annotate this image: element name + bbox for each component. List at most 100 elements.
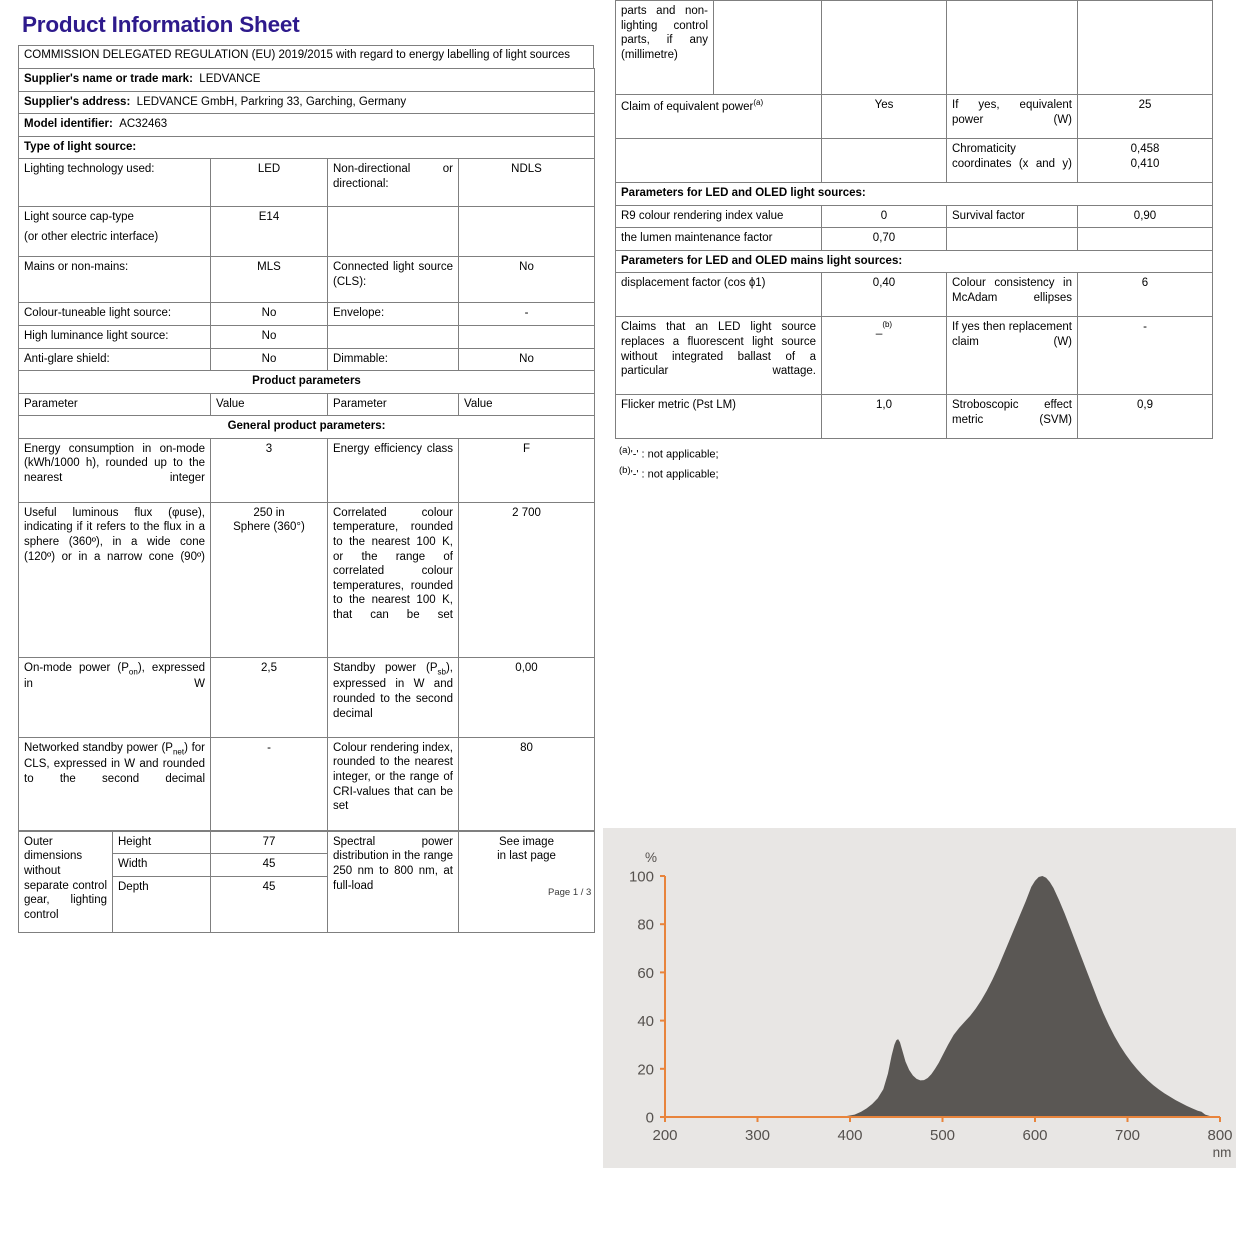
table-row: Chromaticity coordinates (x and y) 0,458…	[615, 138, 1213, 183]
type-of-light-source-header: Type of light source:	[18, 135, 595, 160]
chromaticity-coordinates-value: 0,458 0,410	[1077, 138, 1213, 183]
x-axis-tick-label: 500	[930, 1127, 955, 1144]
footnotes-block: (a)'-' : not applicable; (b)'-' : not ap…	[619, 444, 1212, 483]
column-header-value-2: Value	[458, 392, 595, 417]
column-header-value-1: Value	[210, 392, 328, 417]
continued-parameters-table: parts and non-lighting control parts, if…	[615, 0, 1213, 440]
lumen-maintenance-value: 0,70	[821, 227, 947, 251]
outer-dimension-value-width: 45	[210, 853, 328, 878]
on-mode-power-label: On-mode power (Pon), expressed in W	[18, 656, 211, 738]
spectral-power-distribution-label: Spectral power distribution in the range…	[327, 830, 459, 934]
footnote-b-text: '-' : not applicable;	[630, 468, 719, 481]
equivalent-power-label: Claim of equivalent power(a)	[615, 94, 822, 139]
supplier-name-cell: Supplier's name or trade mark: LEDVANCE	[18, 67, 595, 92]
outer-dimensions-label: Outer dimensions without separate contro…	[18, 830, 113, 934]
outer-dimensions-continued-empty-1	[713, 0, 822, 95]
regulation-text: COMMISSION DELEGATED REGULATION (EU) 201…	[24, 49, 571, 61]
supplier-address-label: Supplier's address:	[24, 95, 131, 108]
r9-label: R9 colour rendering index value	[615, 204, 822, 229]
x-axis-tick-label: 300	[745, 1127, 770, 1144]
y-axis-tick-label: 40	[637, 1013, 654, 1030]
left-column: Product Information Sheet COMMISSION DEL…	[18, 8, 595, 934]
spectral-value-line2: in last page	[497, 850, 556, 863]
outer-dimensions-label-continued: parts and non-lighting control parts, if…	[615, 0, 714, 95]
lumen-maintenance-label: the lumen maintenance factor	[615, 227, 822, 251]
mains-banner: Parameters for LED and OLED mains light …	[615, 249, 1213, 274]
chromaticity-empty-value	[821, 138, 947, 183]
cap-type-empty-label	[327, 206, 459, 258]
useful-luminous-flux-value-line1: 250 in	[253, 506, 285, 519]
supplier-address-value: LEDVANCE GmbH, Parkring 33, Garching, Ge…	[136, 95, 407, 108]
model-identifier-label: Model identifier:	[24, 118, 113, 131]
fluorescent-replacement-value-text: _	[875, 323, 883, 336]
colour-tuneable-value: No	[210, 302, 328, 326]
y-axis-unit-label: %	[645, 850, 657, 865]
table-row: Product parameters	[18, 370, 595, 394]
colour-consistency-value: 6	[1077, 272, 1213, 318]
model-identifier-value: AC32463	[119, 118, 168, 131]
spectral-value-line1: See image	[499, 835, 554, 848]
r9-value: 0	[821, 204, 947, 229]
footnote-b-mark: (b)	[619, 465, 631, 477]
on-mode-power-value: 2,5	[210, 656, 328, 738]
displacement-factor-value: 0,40	[821, 272, 947, 318]
mains-value: MLS	[210, 256, 328, 304]
stroboscopic-effect-label: Stroboscopic effect metric (SVM)	[946, 394, 1078, 440]
table-row: Depth 45	[19, 876, 595, 934]
directionality-value: NDLS	[458, 158, 595, 208]
correlated-colour-temperature-value: 2 700	[458, 501, 595, 658]
outer-dimensions-continued-empty-4	[1077, 0, 1213, 95]
if-yes-equivalent-power-value: 25	[1077, 94, 1213, 139]
table-row: Flicker metric (Pst LM) 1,0 Stroboscopic…	[615, 394, 1213, 440]
colour-consistency-label: Colour consistency in McAdam ellipses	[946, 272, 1078, 318]
table-row: Supplier's name or trade mark: LEDVANCE	[18, 67, 595, 92]
energy-consumption-label: Energy consumption in on-mode (kWh/1000 …	[18, 437, 211, 503]
correlated-colour-temperature-label: Correlated colour temperature, rounded t…	[327, 501, 459, 658]
table-row: Outer dimensions without separate contro…	[18, 830, 595, 934]
anti-glare-label: Anti-glare shield:	[18, 347, 211, 372]
replacement-claim-value: -	[1077, 316, 1213, 396]
networked-standby-power-label: Networked standby power (Pnet) for CLS, …	[18, 736, 211, 831]
chromaticity-coordinates-label: Chromaticity coordinates (x and y)	[946, 138, 1078, 183]
high-luminance-empty-value	[458, 324, 595, 349]
standby-power-label: Standby power (Psb), expressed in W and …	[327, 656, 459, 738]
y-axis-tick-label: 100	[629, 869, 654, 886]
x-axis-tick-label: 700	[1115, 1127, 1140, 1144]
outer-dimension-name-height: Height	[112, 830, 211, 855]
spectral-curve-area	[665, 876, 1220, 1117]
table-row: Claim of equivalent power(a) Yes If yes,…	[615, 94, 1213, 139]
outer-dimension-name-width: Width	[112, 853, 211, 878]
lumen-maintenance-empty-label	[946, 227, 1078, 251]
if-yes-equivalent-power-label: If yes, equivalent power (W)	[946, 94, 1078, 139]
lighting-technology-label: Lighting technology used:	[18, 158, 211, 208]
spectral-power-distribution-value: See image in last page	[458, 830, 595, 934]
flicker-metric-label: Flicker metric (Pst LM)	[615, 394, 822, 440]
useful-luminous-flux-label: Useful luminous flux (φuse), indicating …	[18, 501, 211, 658]
equivalent-power-value: Yes	[821, 94, 947, 139]
table-row: parts and non-lighting control parts, if…	[615, 0, 1213, 95]
table-row: On-mode power (Pon), expressed in W 2,5 …	[18, 656, 595, 738]
table-row: Light source cap-type (or other electric…	[18, 206, 595, 258]
cap-type-label-line2: (or other electric interface)	[24, 230, 159, 243]
fluorescent-replacement-value: _(b)	[821, 316, 947, 396]
replacement-claim-label: If yes then replacement claim (W)	[946, 316, 1078, 396]
x-axis-tick-label: 200	[652, 1127, 677, 1144]
table-row: Supplier's address: LEDVANCE GmbH, Parkr…	[18, 90, 595, 115]
mains-label: Mains or non-mains:	[18, 256, 211, 304]
outer-dimension-value-height: 77	[210, 830, 328, 855]
colour-rendering-index-label: Colour rendering index, rounded to the n…	[327, 736, 459, 831]
table-row: Parameter Value Parameter Value	[18, 392, 595, 417]
envelope-value: -	[458, 302, 595, 326]
table-row: Claims that an LED light source replaces…	[615, 316, 1213, 396]
led-oled-banner: Parameters for LED and OLED light source…	[615, 182, 1213, 206]
cap-type-label-line1: Light source cap-type	[24, 211, 134, 224]
useful-luminous-flux-value: 250 in Sphere (360°)	[210, 501, 328, 658]
y-axis-tick-label: 20	[637, 1061, 654, 1078]
footnote-marker-a: (a)	[753, 98, 764, 107]
lighting-technology-value: LED	[210, 158, 328, 208]
spectral-power-distribution-chart: 0 20 40 60 80 100 200 300 400 500 600 700 800% nm	[603, 828, 1236, 1168]
fluorescent-replacement-label: Claims that an LED light source replaces…	[615, 316, 822, 396]
high-luminance-label: High luminance light source:	[18, 324, 211, 349]
survival-factor-value: 0,90	[1077, 204, 1213, 229]
equivalent-power-label-text: Claim of equivalent power	[621, 100, 754, 113]
